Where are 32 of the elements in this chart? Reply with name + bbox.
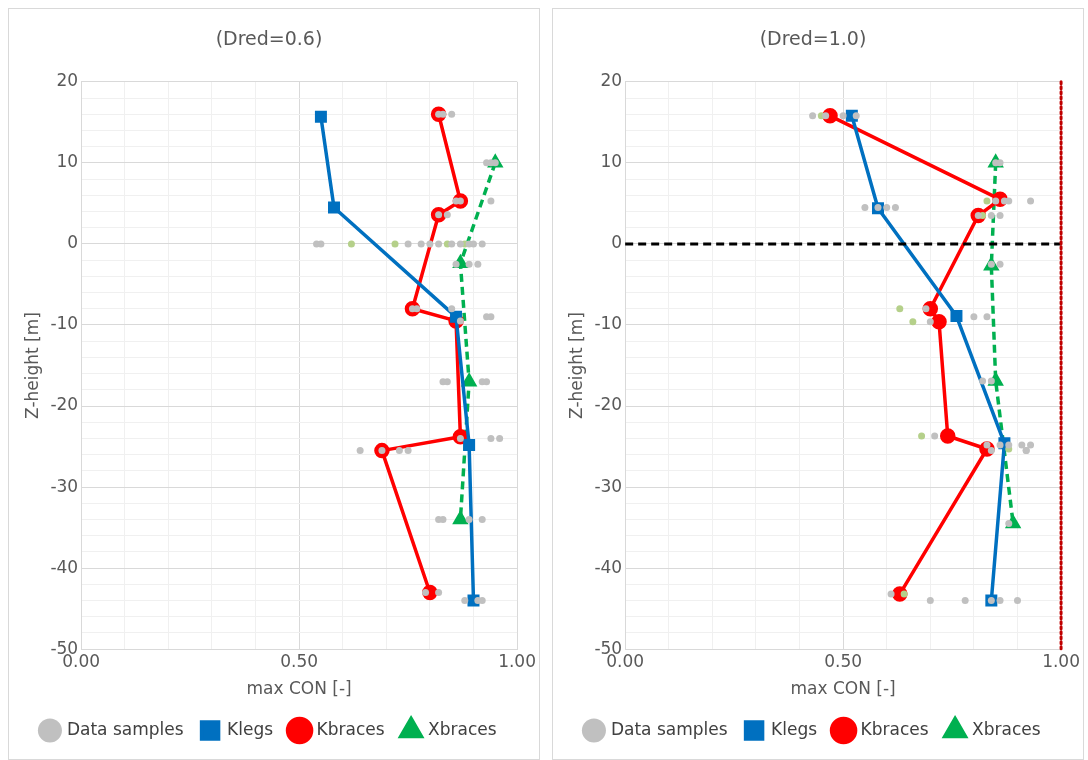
x-axis-title: max CON [-]: [246, 678, 352, 699]
y-tick-label: 10: [600, 151, 623, 172]
legend-label: Kbraces: [316, 718, 385, 739]
y-tick-label: 10: [56, 151, 79, 172]
legend-label: Klegs: [227, 718, 274, 739]
y-tick-label: 20: [600, 70, 623, 91]
y-tick-label: -30: [594, 475, 623, 496]
x-tick-label: 1.00: [1042, 650, 1080, 671]
x-tick-label: 0.50: [280, 650, 319, 671]
y-tick-label: 20: [56, 70, 79, 91]
legend-label: Data samples: [66, 718, 184, 739]
y-tick-label: -20: [50, 394, 79, 415]
y-tick-label: -20: [594, 394, 623, 415]
legend-label: Kbraces: [860, 718, 929, 739]
y-tick-label: -40: [594, 556, 623, 577]
x-tick-label: 0.50: [824, 650, 863, 671]
legend-label: Xbraces: [972, 718, 1041, 739]
y-axis-title: Z-height [m]: [21, 312, 42, 419]
y-tick-label: -30: [50, 475, 79, 496]
legend-label: Xbraces: [428, 718, 497, 739]
chart-title: (Dred=1.0): [759, 27, 867, 50]
y-tick-label: -40: [50, 556, 79, 577]
legend-label: Data samples: [610, 718, 728, 739]
chart-title: (Dred=0.6): [215, 27, 323, 50]
x-axis-title: max CON [-]: [790, 678, 896, 699]
y-tick-label: 0: [611, 232, 623, 253]
legend-label: Klegs: [771, 718, 818, 739]
y-tick-label: -10: [50, 313, 79, 334]
y-tick-label: 0: [67, 232, 79, 253]
y-tick-label: -10: [594, 313, 623, 334]
x-tick-label: 1.00: [498, 650, 536, 671]
y-axis-title: Z-height [m]: [565, 312, 586, 419]
